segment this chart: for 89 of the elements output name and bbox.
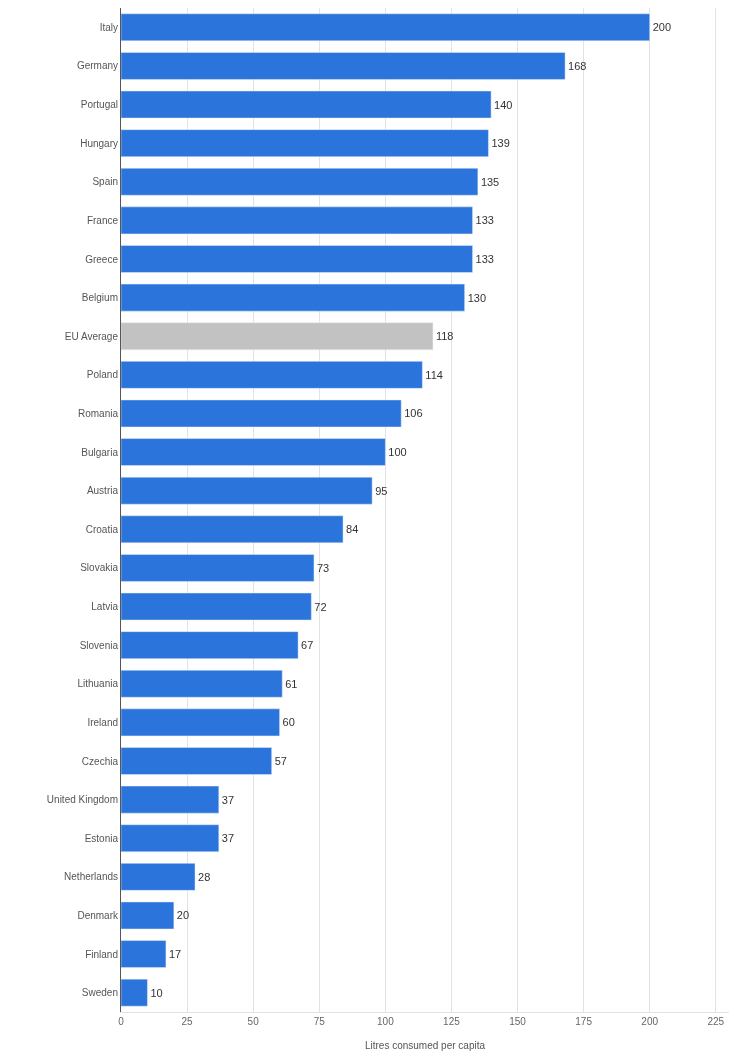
data-label: 61 <box>285 677 298 690</box>
data-label: 37 <box>221 832 235 845</box>
bar <box>121 824 220 852</box>
bar <box>121 206 473 235</box>
bar <box>121 554 315 582</box>
bar <box>121 901 175 930</box>
bar <box>121 670 283 698</box>
bar <box>121 785 220 814</box>
bar <box>121 52 566 80</box>
data-label: 67 <box>301 639 314 652</box>
x-tick-label: 25 <box>181 1016 194 1027</box>
data-label: 140 <box>494 98 513 111</box>
bar <box>121 90 492 119</box>
y-tick-label: Hungary <box>80 137 118 149</box>
data-label: 60 <box>282 716 295 729</box>
data-label: 84 <box>346 523 359 536</box>
data-label: 10 <box>150 986 163 999</box>
data-label: 95 <box>375 484 388 497</box>
bar <box>121 978 148 1007</box>
bar <box>121 476 373 505</box>
y-tick-label: Lithuania <box>77 678 119 690</box>
y-tick-label: Portugal <box>80 99 118 111</box>
y-tick-label: Denmark <box>77 909 119 921</box>
y-tick-label: Italy <box>99 21 118 33</box>
bar <box>121 592 312 621</box>
bar <box>121 438 386 466</box>
y-tick-label: Finland <box>85 948 118 960</box>
y-tick-label: Estonia <box>84 832 119 844</box>
data-label: 100 <box>388 446 407 459</box>
data-label: 37 <box>221 793 235 806</box>
x-tick-label: 150 <box>509 1016 527 1027</box>
bar <box>121 631 299 659</box>
data-label: 20 <box>176 909 190 922</box>
bar <box>121 168 479 196</box>
x-tick-label: 100 <box>377 1016 395 1027</box>
x-tick-label: 225 <box>707 1016 725 1027</box>
data-label: 118 <box>435 330 454 343</box>
y-tick-label: Croatia <box>85 523 119 535</box>
y-tick-label: Belgium <box>81 292 118 304</box>
bar <box>121 708 280 737</box>
y-tick-label: Slovakia <box>80 562 119 574</box>
bar <box>121 245 473 273</box>
data-label: 130 <box>467 291 487 304</box>
data-label: 133 <box>475 253 494 265</box>
y-tick-label: United Kingdom <box>46 794 118 806</box>
bar <box>121 515 344 544</box>
y-tick-label: Slovenia <box>79 639 119 651</box>
x-tick-label: 175 <box>575 1016 593 1027</box>
y-tick-label: Romania <box>77 407 119 419</box>
data-label: 168 <box>568 59 587 72</box>
y-tick-label: Greece <box>85 253 119 265</box>
data-label: 73 <box>316 561 330 574</box>
y-tick-label: Bulgaria <box>81 446 119 458</box>
x-tick-label: 125 <box>443 1016 461 1027</box>
data-label: 139 <box>491 137 510 150</box>
x-tick-label: 0 <box>118 1016 125 1027</box>
y-tick-label: Spain <box>92 176 118 188</box>
data-label: 114 <box>425 368 443 381</box>
data-label: 106 <box>404 407 423 420</box>
y-tick-label: Netherlands <box>64 871 118 883</box>
y-tick-label: France <box>86 214 119 226</box>
bar <box>121 129 489 157</box>
y-tick-label: Ireland <box>87 716 118 728</box>
bar <box>121 940 167 968</box>
data-label: 72 <box>314 600 327 613</box>
data-label: 200 <box>652 21 672 34</box>
data-label: 28 <box>198 870 211 883</box>
bar <box>121 283 465 312</box>
bar <box>121 863 196 891</box>
y-tick-label: Austria <box>86 485 119 497</box>
y-tick-label: Sweden <box>81 987 118 999</box>
bar <box>121 13 650 42</box>
data-label: 133 <box>475 214 494 227</box>
y-tick-label: Poland <box>86 369 118 381</box>
x-tick-label: 50 <box>247 1016 260 1027</box>
y-tick-label: Germany <box>76 60 118 72</box>
y-tick-label: EU Average <box>64 330 119 342</box>
x-tick-label: 200 <box>641 1016 659 1027</box>
data-label: 135 <box>480 175 500 188</box>
x-tick-label: 75 <box>313 1016 326 1027</box>
bar <box>121 361 423 389</box>
y-tick-label: Czechia <box>81 755 119 767</box>
data-label: 17 <box>168 948 182 961</box>
data-label: 57 <box>274 755 287 767</box>
y-tick-label: Latvia <box>91 601 119 613</box>
bar <box>121 747 272 775</box>
bar <box>121 322 434 350</box>
x-axis-title: Litres consumed per capita <box>364 1039 486 1051</box>
bar <box>121 399 402 428</box>
